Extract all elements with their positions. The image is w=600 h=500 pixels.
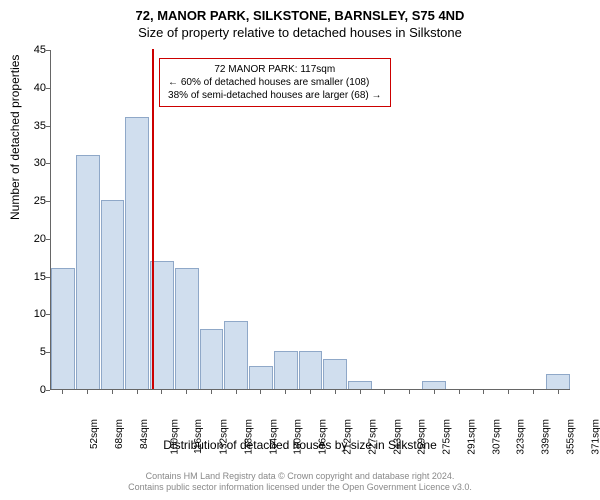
histogram-bar (422, 381, 446, 389)
y-tick-label: 45 (28, 44, 46, 56)
y-tick-label: 30 (28, 157, 46, 169)
histogram-bar (125, 117, 149, 389)
x-tick-label: 100sqm (169, 419, 180, 455)
annotation-box: 72 MANOR PARK: 117sqm← 60% of detached h… (159, 58, 390, 107)
y-tick-mark (46, 50, 50, 51)
annotation-line: ← 60% of detached houses are smaller (10… (168, 76, 381, 89)
x-tick-label: 52sqm (89, 419, 100, 449)
chart-title-main: 72, MANOR PARK, SILKSTONE, BARNSLEY, S75… (0, 0, 600, 23)
x-tick-label: 132sqm (219, 419, 230, 455)
y-tick-mark (46, 314, 50, 315)
histogram-bar (76, 155, 100, 389)
y-tick-label: 0 (28, 384, 46, 396)
x-tick-label: 196sqm (318, 419, 329, 455)
histogram-bar (299, 351, 323, 389)
x-tick-label: 243sqm (392, 419, 403, 455)
y-tick-label: 10 (28, 308, 46, 320)
y-tick-mark (46, 126, 50, 127)
histogram-bar (323, 359, 347, 389)
x-tick-mark (186, 390, 187, 394)
x-tick-mark (112, 390, 113, 394)
x-tick-mark (236, 390, 237, 394)
y-tick-label: 40 (28, 82, 46, 94)
x-tick-label: 212sqm (343, 419, 354, 455)
x-tick-mark (409, 390, 410, 394)
x-tick-mark (137, 390, 138, 394)
x-tick-mark (384, 390, 385, 394)
x-tick-label: 307sqm (491, 419, 502, 455)
histogram-bar (249, 366, 273, 389)
x-tick-label: 180sqm (293, 419, 304, 455)
x-tick-label: 227sqm (367, 419, 378, 455)
x-tick-label: 116sqm (193, 419, 204, 454)
y-tick-label: 5 (28, 346, 46, 358)
x-tick-mark (533, 390, 534, 394)
y-tick-mark (46, 88, 50, 89)
x-tick-label: 68sqm (114, 419, 125, 449)
credit-line-1: Contains HM Land Registry data © Crown c… (0, 471, 600, 483)
x-tick-label: 371sqm (590, 419, 600, 455)
x-tick-mark (260, 390, 261, 394)
x-tick-mark (508, 390, 509, 394)
x-tick-mark (335, 390, 336, 394)
y-tick-label: 15 (28, 271, 46, 283)
x-tick-mark (483, 390, 484, 394)
credits-text: Contains HM Land Registry data © Crown c… (0, 471, 600, 494)
y-axis-label: Number of detached properties (8, 55, 22, 220)
x-tick-label: 355sqm (565, 419, 576, 455)
x-tick-label: 339sqm (541, 419, 552, 455)
histogram-bar (546, 374, 570, 389)
y-tick-label: 35 (28, 120, 46, 132)
histogram-bar (200, 329, 224, 389)
histogram-bar (274, 351, 298, 389)
x-tick-mark (87, 390, 88, 394)
histogram-bar (224, 321, 248, 389)
y-tick-mark (46, 163, 50, 164)
x-tick-label: 84sqm (139, 419, 150, 449)
chart-title-sub: Size of property relative to detached ho… (0, 23, 600, 40)
histogram-bar (51, 268, 75, 389)
x-tick-mark (434, 390, 435, 394)
y-tick-mark (46, 390, 50, 391)
x-tick-mark (285, 390, 286, 394)
y-tick-mark (46, 352, 50, 353)
y-tick-mark (46, 201, 50, 202)
histogram-bar (101, 200, 125, 389)
property-marker-line (152, 49, 154, 389)
y-tick-label: 25 (28, 195, 46, 207)
x-tick-label: 291sqm (466, 419, 477, 455)
histogram-bar (348, 381, 372, 389)
x-tick-mark (360, 390, 361, 394)
x-tick-mark (161, 390, 162, 394)
y-tick-mark (46, 239, 50, 240)
y-tick-mark (46, 277, 50, 278)
annotation-line: 38% of semi-detached houses are larger (… (168, 89, 381, 102)
x-tick-label: 323sqm (516, 419, 527, 455)
x-tick-label: 259sqm (417, 419, 428, 455)
histogram-chart: 72, MANOR PARK, SILKSTONE, BARNSLEY, S75… (0, 0, 600, 500)
credit-line-2: Contains public sector information licen… (0, 482, 600, 494)
x-tick-mark (62, 390, 63, 394)
x-tick-label: 148sqm (244, 419, 255, 455)
x-tick-mark (459, 390, 460, 394)
x-tick-label: 275sqm (442, 419, 453, 455)
x-tick-mark (211, 390, 212, 394)
x-tick-label: 164sqm (268, 419, 279, 455)
y-tick-label: 20 (28, 233, 46, 245)
x-tick-mark (310, 390, 311, 394)
x-tick-mark (558, 390, 559, 394)
histogram-bar (175, 268, 199, 389)
annotation-line: 72 MANOR PARK: 117sqm (168, 63, 381, 76)
